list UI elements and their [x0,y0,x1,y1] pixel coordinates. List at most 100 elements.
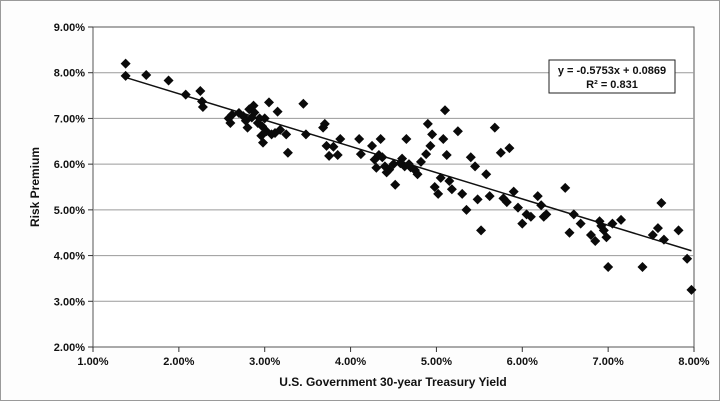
x-axis-title: U.S. Government 30-year Treasury Yield [279,375,506,389]
data-point [470,161,481,172]
data-point [324,150,335,161]
x-tick-label: 4.00% [335,356,366,368]
data-point [517,218,528,229]
data-point [438,134,449,144]
data-point [476,225,487,236]
data-point [560,182,571,193]
data-point [257,137,268,148]
data-point [259,113,270,124]
data-point [354,134,365,144]
trendline-equation-box: y = -0.5753x + 0.0869 R² = 0.831 [548,59,676,94]
data-point [461,204,472,215]
y-tick-label: 3.00% [54,296,85,308]
data-point [377,152,388,163]
data-point [319,118,330,129]
x-tick-label: 5.00% [421,356,452,368]
data-point [282,147,293,158]
data-point [568,209,579,220]
y-tick-label: 7.00% [54,113,85,125]
data-point [637,262,648,272]
data-point [682,253,693,264]
data-point [300,129,311,140]
data-point [367,140,378,151]
y-axis-title: Risk Premium [28,147,42,227]
data-point [647,230,658,240]
data-point [452,126,463,137]
data-point [401,134,412,144]
data-point [656,198,667,208]
data-point [489,122,500,133]
equation-box-frame [548,59,676,94]
data-point [508,186,519,197]
data-point [541,209,552,220]
data-point [585,230,596,240]
data-point [415,156,426,167]
trendline-equation: y = -0.5753x + 0.0869 [558,65,666,77]
data-point [412,169,423,180]
data-point [242,122,253,133]
y-tick-label: 5.00% [54,205,85,217]
data-point [335,134,346,144]
data-point [355,149,366,160]
data-point [590,235,601,246]
data-point [433,188,444,199]
data-point [254,113,265,124]
data-point [332,150,343,160]
data-point [484,191,495,202]
data-point [272,106,283,117]
y-tick-label: 8.00% [54,68,85,80]
data-point [264,97,275,108]
data-point [328,141,339,152]
data-point [281,129,292,140]
data-point [397,153,408,164]
y-tick-label: 9.00% [54,22,85,34]
data-point [421,149,432,160]
data-point [440,105,451,116]
data-point [465,152,476,163]
data-point [371,162,382,173]
data-point [120,70,131,81]
data-point [525,211,536,222]
y-tick-label: 4.00% [54,251,85,263]
data-point [444,176,455,187]
data-point [603,262,614,272]
data-point [601,232,612,243]
data-point [141,70,152,80]
data-point [388,159,399,170]
data-points [120,58,697,295]
data-point [536,200,547,211]
data-point [658,234,669,245]
data-point [532,191,543,202]
data-point [195,86,206,96]
data-point [249,107,260,118]
data-point [427,129,438,140]
data-point [472,194,483,205]
tick-labels: 2.00% 3.00% 4.00% 5.00% 6.00% 7.00% 8.00% 9.00%… [54,22,710,368]
x-tick-label: 8.00% [678,356,709,368]
y-tick-label: 2.00% [54,342,85,354]
data-point [227,109,238,120]
x-tick-label: 6.00% [507,356,538,368]
data-point [607,218,618,229]
data-point [457,188,468,199]
data-point [246,112,257,123]
data-point [481,169,492,180]
data-point [446,184,457,195]
data-point [564,227,575,238]
data-point [616,214,627,225]
data-point [120,58,131,69]
r-squared-label: R² = 0.831 [586,79,638,91]
data-point [390,179,401,190]
data-point [512,202,523,213]
x-tick-label: 1.00% [77,356,108,368]
data-point [321,140,332,151]
y-tick-label: 6.00% [54,159,85,171]
data-point [429,182,440,192]
x-tick-label: 7.00% [593,356,624,368]
data-point [248,100,259,111]
data-point [575,218,586,229]
data-point [197,102,208,112]
data-point [225,118,236,128]
data-point [441,150,452,160]
